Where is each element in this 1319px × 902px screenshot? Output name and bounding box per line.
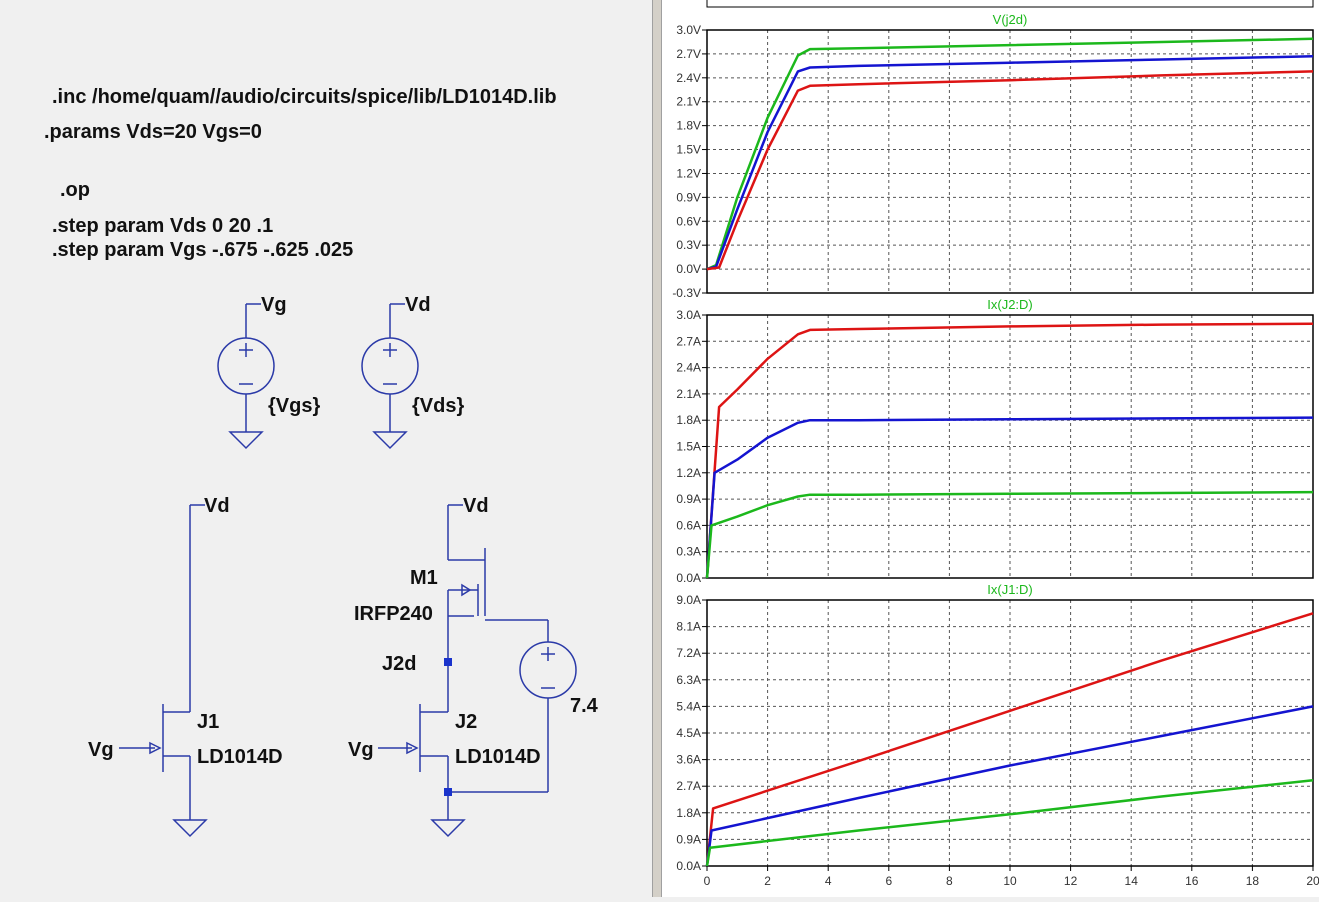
y-tick-label: 1.5A <box>676 440 701 454</box>
y-tick-label: 8.1A <box>676 620 701 634</box>
y-tick-label: 2.7A <box>676 779 701 793</box>
y-tick-label: 0.3V <box>676 238 701 252</box>
y-tick-label: 0.0V <box>676 262 701 276</box>
waveform-trace-2-2[interactable] <box>705 416 1314 579</box>
y-tick-label: 1.8V <box>676 119 701 133</box>
value-label-source[interactable]: 7.4 <box>570 695 599 717</box>
schematic-canvas[interactable]: .inc /home/quam//audio/circuits/spice/li… <box>0 0 652 897</box>
x-tick-label: 20 <box>1306 874 1319 888</box>
y-tick-label: 6.3A <box>676 673 701 687</box>
waveform-trace-1-2[interactable] <box>706 55 1314 271</box>
net-label-vg[interactable]: Vg <box>261 294 287 316</box>
y-tick-label: 3.0A <box>676 308 701 322</box>
y-tick-label: 0.6A <box>676 518 701 532</box>
waveform-trace-2-1[interactable] <box>705 322 1314 579</box>
junction-dot-j2d <box>444 658 452 666</box>
waveform-trace-3-3[interactable] <box>705 779 1314 867</box>
junction-dot-source <box>444 788 452 796</box>
y-tick-label: 1.8A <box>676 806 701 820</box>
net-label-j1-vg[interactable]: Vg <box>88 739 114 761</box>
net-label-j2d[interactable]: J2d <box>382 653 416 675</box>
schematic-editor[interactable]: .inc /home/quam//audio/circuits/spice/li… <box>0 0 652 897</box>
pane-splitter[interactable] <box>652 0 662 897</box>
voltage-source-7v4[interactable] <box>448 641 577 793</box>
y-tick-label: 2.4V <box>676 71 701 85</box>
component-model-m1[interactable]: IRFP240 <box>354 603 433 625</box>
x-tick-label: 12 <box>1064 874 1078 888</box>
y-tick-label: 7.2A <box>676 646 701 660</box>
y-tick-label: 0.9V <box>676 190 701 204</box>
y-tick-label: -0.3V <box>672 286 701 300</box>
y-tick-label: 3.6A <box>676 753 701 767</box>
y-tick-label: 1.5V <box>676 143 701 157</box>
y-tick-label: 0.3A <box>676 545 701 559</box>
value-label-vds[interactable]: {Vds} <box>412 395 464 417</box>
x-tick-label: 8 <box>946 874 953 888</box>
y-tick-label: 0.9A <box>676 832 701 846</box>
jfet-j2[interactable] <box>378 616 466 838</box>
y-tick-label: 2.1V <box>676 95 701 109</box>
plot-frame <box>706 29 1314 294</box>
x-tick-label: 10 <box>1003 874 1017 888</box>
x-tick-label: 4 <box>825 874 832 888</box>
waveform-trace-3-1[interactable] <box>705 612 1314 867</box>
waveform-trace-2-3[interactable] <box>705 490 1314 579</box>
y-tick-label: 0.6V <box>676 214 701 228</box>
y-tick-label: 0.9A <box>676 492 701 506</box>
net-label-j2-vg[interactable]: Vg <box>348 739 374 761</box>
y-tick-label: 5.4A <box>676 699 701 713</box>
component-name-m1[interactable]: M1 <box>410 567 438 589</box>
y-tick-label: 2.1A <box>676 387 701 401</box>
value-label-vgs[interactable]: {Vgs} <box>268 395 320 417</box>
y-tick-label: 1.8A <box>676 413 701 427</box>
y-tick-label: 2.7A <box>676 334 701 348</box>
y-tick-label: 9.0A <box>676 593 701 607</box>
net-label-j1-vd[interactable]: Vd <box>204 495 230 517</box>
component-model-j1[interactable]: LD1014D <box>197 746 283 768</box>
component-model-j2[interactable]: LD1014D <box>455 746 541 768</box>
directive-params[interactable]: .params Vds=20 Vgs=0 <box>44 121 262 143</box>
directive-inc[interactable]: .inc /home/quam//audio/circuits/spice/li… <box>52 86 557 108</box>
waveform-trace-3-2[interactable] <box>705 705 1314 867</box>
y-tick-label: 0.0A <box>676 571 701 585</box>
pane-above-frame <box>706 0 1314 8</box>
directive-op[interactable]: .op <box>60 179 90 201</box>
x-tick-label: 16 <box>1185 874 1199 888</box>
net-label-vd[interactable]: Vd <box>405 294 431 316</box>
x-tick-label: 6 <box>885 874 892 888</box>
component-name-j1[interactable]: J1 <box>197 711 219 733</box>
waveform-trace-1-1[interactable] <box>706 37 1314 271</box>
y-tick-label: 2.7V <box>676 47 701 61</box>
y-tick-label: 0.0A <box>676 859 701 873</box>
x-tick-label: 2 <box>764 874 771 888</box>
plot-frame <box>706 314 1314 579</box>
mosfet-m1[interactable] <box>447 504 549 642</box>
y-tick-label: 4.5A <box>676 726 701 740</box>
directive-step-vds[interactable]: .step param Vds 0 20 .1 <box>52 215 273 237</box>
y-tick-label: 3.0V <box>676 23 701 37</box>
trace-title-2[interactable]: Ix(J2:D) <box>987 297 1033 312</box>
x-tick-label: 0 <box>704 874 711 888</box>
component-name-j2[interactable]: J2 <box>455 711 477 733</box>
net-label-m1-vd[interactable]: Vd <box>463 495 489 517</box>
voltage-source-vgs[interactable] <box>217 303 275 450</box>
waveform-canvas[interactable]: 3.0V 2.7V 2.4V 2.1V 1.8V 1.5V 1.2V 0.9V 0.6V 0.3V… <box>662 0 1319 897</box>
voltage-source-vds[interactable] <box>361 303 419 450</box>
trace-title-1[interactable]: V(j2d) <box>993 12 1028 27</box>
waveform-viewer[interactable]: 3.0V 2.7V 2.4V 2.1V 1.8V 1.5V 1.2V 0.9V 0.6V 0.3V… <box>662 0 1319 897</box>
y-tick-label: 2.4A <box>676 361 701 375</box>
jfet-j1[interactable] <box>119 504 208 838</box>
waveform-trace-1-3[interactable] <box>706 70 1314 271</box>
directive-step-vgs[interactable]: .step param Vgs -.675 -.625 .025 <box>52 239 353 261</box>
y-tick-label: 1.2V <box>676 166 701 180</box>
x-tick-label: 18 <box>1246 874 1260 888</box>
x-tick-label: 14 <box>1125 874 1139 888</box>
trace-title-3[interactable]: Ix(J1:D) <box>987 582 1033 597</box>
y-tick-label: 1.2A <box>676 466 701 480</box>
